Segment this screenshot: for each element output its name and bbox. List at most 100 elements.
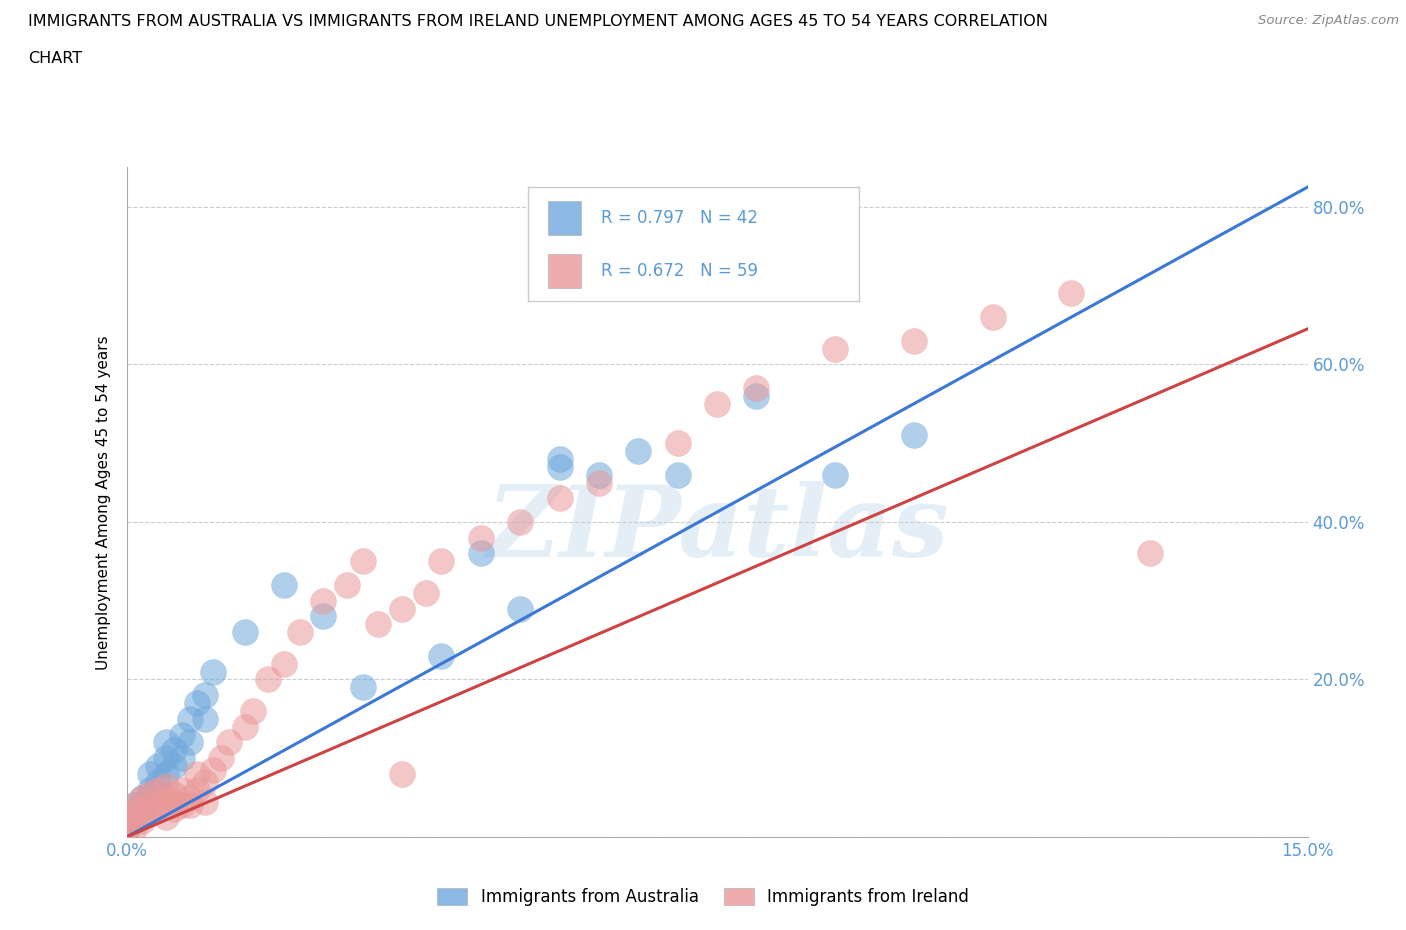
Point bbox=[233, 719, 256, 734]
Point bbox=[218, 735, 240, 750]
Point bbox=[131, 790, 153, 805]
Point bbox=[548, 491, 571, 506]
Point bbox=[430, 648, 453, 663]
Point bbox=[824, 341, 846, 356]
Point bbox=[155, 735, 177, 750]
Point bbox=[273, 657, 295, 671]
Point bbox=[179, 711, 201, 726]
Point bbox=[312, 593, 335, 608]
Point bbox=[131, 790, 153, 805]
Point bbox=[981, 310, 1004, 325]
Point bbox=[170, 751, 193, 765]
Legend: Immigrants from Australia, Immigrants from Ireland: Immigrants from Australia, Immigrants fr… bbox=[430, 881, 976, 912]
Point bbox=[202, 664, 225, 679]
Point bbox=[202, 763, 225, 777]
Y-axis label: Unemployment Among Ages 45 to 54 years: Unemployment Among Ages 45 to 54 years bbox=[96, 335, 111, 670]
Point bbox=[186, 766, 208, 781]
Point bbox=[824, 467, 846, 482]
Point bbox=[139, 782, 162, 797]
Point bbox=[312, 609, 335, 624]
Point bbox=[146, 759, 169, 774]
Point bbox=[139, 798, 162, 813]
Point bbox=[257, 672, 280, 687]
Text: IMMIGRANTS FROM AUSTRALIA VS IMMIGRANTS FROM IRELAND UNEMPLOYMENT AMONG AGES 45 : IMMIGRANTS FROM AUSTRALIA VS IMMIGRANTS … bbox=[28, 14, 1047, 29]
Point bbox=[139, 790, 162, 805]
Point bbox=[146, 782, 169, 797]
Point bbox=[139, 766, 162, 781]
Point bbox=[131, 798, 153, 813]
Point bbox=[131, 814, 153, 829]
Point bbox=[903, 428, 925, 443]
Point bbox=[336, 578, 359, 592]
Point bbox=[903, 333, 925, 348]
Point bbox=[155, 790, 177, 805]
Point bbox=[233, 625, 256, 640]
Point bbox=[124, 806, 146, 821]
Point bbox=[139, 786, 162, 801]
Point bbox=[155, 766, 177, 781]
Text: Source: ZipAtlas.com: Source: ZipAtlas.com bbox=[1258, 14, 1399, 27]
Point bbox=[666, 435, 689, 450]
Point bbox=[115, 822, 138, 837]
Text: CHART: CHART bbox=[28, 51, 82, 66]
Point bbox=[146, 782, 169, 797]
Point bbox=[194, 711, 217, 726]
Point bbox=[509, 514, 531, 529]
Point bbox=[745, 389, 768, 404]
Point bbox=[194, 794, 217, 809]
Point bbox=[163, 759, 186, 774]
Point bbox=[352, 554, 374, 569]
Point bbox=[155, 810, 177, 825]
Point bbox=[179, 735, 201, 750]
Point bbox=[367, 617, 389, 631]
Point bbox=[242, 703, 264, 718]
Point bbox=[146, 802, 169, 817]
Point bbox=[186, 782, 208, 797]
Point bbox=[170, 727, 193, 742]
Point bbox=[194, 688, 217, 703]
Point bbox=[155, 751, 177, 765]
Point bbox=[391, 601, 413, 616]
Point bbox=[146, 798, 169, 813]
Point bbox=[430, 554, 453, 569]
Point bbox=[155, 778, 177, 793]
Point bbox=[470, 530, 492, 545]
Point bbox=[163, 786, 186, 801]
Point bbox=[273, 578, 295, 592]
Point bbox=[415, 585, 437, 600]
Point bbox=[666, 467, 689, 482]
Point bbox=[509, 601, 531, 616]
Point bbox=[115, 806, 138, 821]
Point bbox=[666, 262, 689, 277]
Point bbox=[209, 751, 232, 765]
Point bbox=[745, 380, 768, 395]
Point bbox=[588, 475, 610, 490]
Point bbox=[170, 782, 193, 797]
Point bbox=[548, 451, 571, 466]
Point bbox=[115, 814, 138, 829]
Point bbox=[124, 814, 146, 829]
Point bbox=[124, 798, 146, 813]
Point bbox=[163, 802, 186, 817]
Point bbox=[179, 798, 201, 813]
Point bbox=[588, 467, 610, 482]
Point bbox=[170, 798, 193, 813]
Point bbox=[163, 743, 186, 758]
Point bbox=[179, 790, 201, 805]
Text: ZIPatlas: ZIPatlas bbox=[486, 481, 948, 578]
Point bbox=[131, 806, 153, 821]
Point bbox=[194, 775, 217, 790]
Point bbox=[124, 798, 146, 813]
Point bbox=[146, 775, 169, 790]
Point bbox=[470, 546, 492, 561]
Point bbox=[124, 810, 146, 825]
Point bbox=[186, 696, 208, 711]
Point bbox=[163, 794, 186, 809]
Point bbox=[352, 680, 374, 695]
Point bbox=[1060, 286, 1083, 301]
Point bbox=[124, 822, 146, 837]
Point bbox=[1139, 546, 1161, 561]
Point bbox=[139, 806, 162, 821]
Point bbox=[706, 396, 728, 411]
Point bbox=[288, 625, 311, 640]
